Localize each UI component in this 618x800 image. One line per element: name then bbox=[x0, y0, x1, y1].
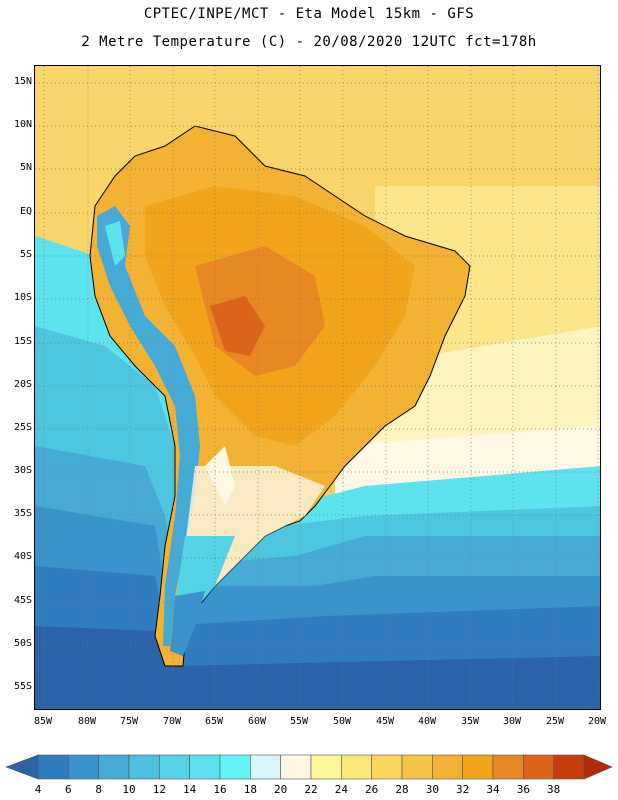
color-bar-box bbox=[219, 754, 251, 780]
longitude-label: 40W bbox=[417, 716, 437, 727]
andes-cold-strip bbox=[97, 206, 200, 646]
longitude-label: 45W bbox=[375, 716, 395, 727]
color-bar-label: 16 bbox=[213, 783, 227, 796]
latitude-label: 10N bbox=[13, 119, 32, 130]
latitude-label: 5S bbox=[19, 249, 32, 260]
color-bar-box bbox=[98, 754, 130, 780]
latitude-label: 15S bbox=[13, 336, 32, 347]
title-line-1: CPTEC/INPE/MCT - Eta Model 15km - GFS bbox=[143, 6, 475, 22]
color-bar-box bbox=[250, 754, 281, 780]
latitude-label: 40S bbox=[13, 551, 32, 562]
longitude-label: 35W bbox=[460, 716, 480, 727]
color-bar-box bbox=[462, 754, 494, 780]
color-bar-box bbox=[280, 754, 312, 780]
color-bar-box bbox=[492, 754, 524, 780]
color-bar-label: 14 bbox=[183, 783, 197, 796]
color-bar-over-arrow bbox=[583, 754, 613, 780]
color-bar-label: 12 bbox=[152, 783, 166, 796]
longitude-label: 65W bbox=[204, 716, 224, 727]
longitude-label: 30W bbox=[502, 716, 522, 727]
color-bar-box bbox=[37, 754, 69, 780]
longitude-label: 50W bbox=[332, 716, 352, 727]
color-bar-box bbox=[432, 754, 463, 780]
color-bar-box bbox=[341, 754, 372, 780]
color-bar-label: 22 bbox=[304, 783, 318, 796]
color-bar-box bbox=[310, 754, 342, 780]
title-line-2: 2 Metre Temperature (C) - 20/08/2020 12U… bbox=[81, 34, 537, 50]
color-bar-label: 26 bbox=[365, 783, 379, 796]
color-bar-label: 4 bbox=[34, 783, 42, 796]
color-bar-box bbox=[68, 754, 99, 780]
latitude-label: 15N bbox=[13, 76, 32, 87]
color-bar-box bbox=[159, 754, 190, 780]
latitude-label: 5N bbox=[19, 162, 32, 173]
longitude-label: 70W bbox=[162, 716, 182, 727]
color-bar-box bbox=[371, 754, 403, 780]
color-bar-label: 36 bbox=[516, 783, 530, 796]
color-bar-label: 28 bbox=[395, 783, 409, 796]
color-bar-label: 10 bbox=[122, 783, 136, 796]
longitude-label: 80W bbox=[77, 716, 97, 727]
color-bar-box bbox=[553, 754, 585, 780]
temperature-map[interactable] bbox=[34, 65, 601, 710]
color-bar-box bbox=[128, 754, 160, 780]
longitude-label: 60W bbox=[247, 716, 267, 727]
color-bar-under-arrow bbox=[5, 754, 39, 780]
longitude-label: 75W bbox=[119, 716, 139, 727]
longitude-label: 85W bbox=[33, 716, 53, 727]
color-bar-label: 6 bbox=[65, 783, 72, 796]
latitude-label: 45S bbox=[13, 595, 32, 606]
longitude-label: 25W bbox=[545, 716, 565, 727]
latitude-label: 25S bbox=[13, 422, 32, 433]
color-bar-label: 20 bbox=[274, 783, 288, 796]
color-bar-label: 24 bbox=[334, 783, 348, 796]
color-bar-box bbox=[523, 754, 554, 780]
color-bar-label: 34 bbox=[486, 783, 500, 796]
latitude-label: EQ bbox=[19, 206, 32, 217]
latitude-label: 35S bbox=[13, 508, 32, 519]
graticule bbox=[35, 66, 600, 709]
color-bar-label: 38 bbox=[547, 783, 561, 796]
latitude-label: 55S bbox=[13, 681, 32, 692]
color-bar-box bbox=[401, 754, 433, 780]
latitude-label: 10S bbox=[13, 292, 32, 303]
longitude-label: 20W bbox=[587, 716, 607, 727]
color-bar bbox=[5, 754, 613, 780]
color-bar-label: 18 bbox=[243, 783, 257, 796]
latitude-label: 20S bbox=[13, 379, 32, 390]
color-bar-label: 8 bbox=[95, 783, 102, 796]
color-bar-box bbox=[189, 754, 221, 780]
latitude-label: 50S bbox=[13, 638, 32, 649]
color-bar-label: 32 bbox=[456, 783, 470, 796]
longitude-label: 55W bbox=[289, 716, 309, 727]
latitude-label: 30S bbox=[13, 465, 32, 476]
color-bar-label: 30 bbox=[425, 783, 439, 796]
